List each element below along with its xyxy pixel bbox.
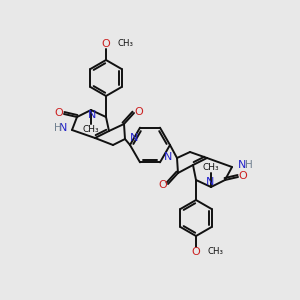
- Text: CH₃: CH₃: [203, 163, 219, 172]
- Text: H: H: [245, 160, 253, 170]
- Text: O: O: [238, 171, 247, 181]
- Text: N: N: [58, 123, 67, 133]
- Text: CH₃: CH₃: [83, 125, 99, 134]
- Text: O: O: [55, 108, 63, 118]
- Text: CH₃: CH₃: [117, 40, 133, 49]
- Text: N: N: [164, 152, 172, 162]
- Text: CH₃: CH₃: [207, 248, 223, 256]
- Text: O: O: [102, 39, 110, 49]
- Text: N: N: [238, 160, 246, 170]
- Text: N: N: [130, 133, 138, 143]
- Text: O: O: [135, 107, 143, 117]
- Text: N: N: [88, 110, 96, 120]
- Text: O: O: [159, 180, 167, 190]
- Text: O: O: [192, 247, 200, 257]
- Text: N: N: [206, 177, 214, 187]
- Text: H: H: [54, 123, 62, 133]
